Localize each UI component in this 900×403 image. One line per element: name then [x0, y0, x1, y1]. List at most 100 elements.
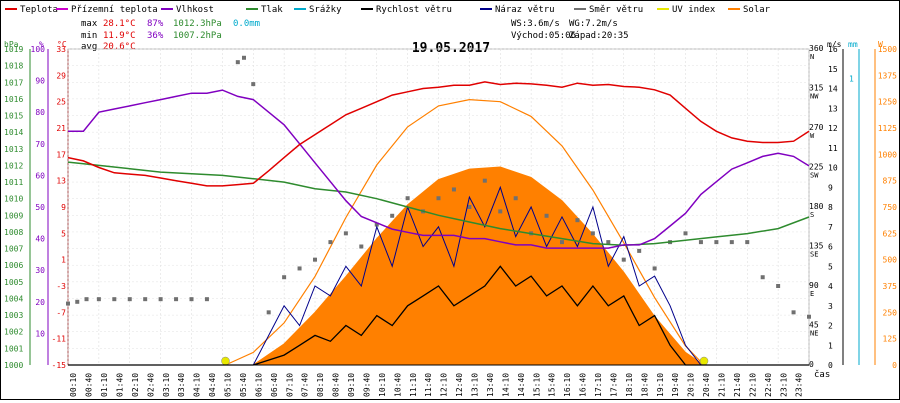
series-wind-dir-point: [683, 231, 688, 236]
series-wind-dir-point: [698, 240, 703, 245]
time-tick: 09:10: [347, 373, 356, 397]
series-wind-dir-point: [451, 187, 456, 192]
hpa-tick: 1016: [4, 95, 23, 104]
time-tick: 19:10: [656, 373, 665, 397]
series-wind-dir-point: [482, 178, 487, 183]
time-tick: 14:10: [501, 373, 510, 397]
stat-min-hum: 36%: [147, 31, 164, 41]
hpa-tick: 1013: [4, 145, 23, 154]
series-wind-dir-point: [436, 196, 441, 201]
time-tick: 22:10: [748, 373, 757, 397]
series-wind-dir-point: [467, 205, 472, 209]
time-tick: 02:10: [131, 373, 140, 397]
w-tick: 1125: [878, 124, 897, 133]
time-tick: 08:40: [332, 373, 341, 397]
hpa-tick: 1002: [4, 328, 23, 337]
w-tick: 500: [883, 256, 898, 265]
time-tick: 01:10: [100, 373, 109, 397]
pct-tick: 90: [35, 77, 45, 86]
hpa-unit: hPa: [4, 40, 19, 49]
hpa-tick: 1009: [4, 211, 23, 220]
time-tick: 23:40: [795, 373, 804, 397]
series-wind-dir-point: [405, 196, 410, 201]
time-tick: 06:40: [270, 373, 279, 397]
hpa-tick: 1018: [4, 62, 23, 71]
series-wind-dir-point: [235, 60, 240, 65]
temp-tick: 1: [61, 256, 66, 265]
ms-tick: 2: [828, 322, 833, 331]
time-tick: 17:10: [594, 373, 603, 397]
pct-unit: %: [39, 40, 44, 49]
w-tick: 1250: [878, 98, 897, 107]
series-temperature-line: [67, 81, 810, 187]
time-tick: 00:40: [85, 373, 94, 397]
temp-tick: -3: [56, 282, 66, 291]
time-tick: 20:10: [687, 373, 696, 397]
ms-tick: 16: [828, 45, 838, 54]
chart-legend: Teplota Přízemní teplota Vlhkost Tlak Srážky…: [5, 5, 771, 15]
pct-tick: 80: [35, 108, 45, 117]
hpa-tick: 1010: [4, 195, 23, 204]
w-tick: 625: [883, 229, 898, 238]
series-humidity-line: [68, 89, 810, 249]
stat-wind-gust: WG:7.2m/s: [569, 19, 618, 29]
time-tick: 11:10: [409, 373, 418, 397]
pct-tick: 40: [35, 235, 45, 244]
temp-tick: 17: [56, 150, 66, 159]
series-wind-dir-point: [189, 297, 194, 302]
ms-tick: 15: [828, 65, 838, 74]
temp-unit: °C: [57, 40, 67, 49]
series-wind-dir-point: [637, 248, 642, 253]
series-wind-dir-point: [158, 297, 163, 302]
legend-label: Teplota: [20, 5, 58, 15]
ms-tick: 3: [828, 302, 833, 311]
time-tick: 22:40: [764, 373, 773, 397]
pct-tick: 10: [35, 329, 45, 338]
series-wind-dir-point: [590, 231, 595, 236]
time-axis-label: čas: [814, 369, 830, 380]
time-tick: 07:10: [285, 373, 294, 397]
w-tick: 750: [883, 203, 898, 212]
dir-tick: 45: [809, 321, 819, 330]
series-speed-line: [68, 265, 809, 366]
time-tick: 13:10: [471, 373, 480, 397]
dir-tick-label: N: [810, 53, 814, 61]
stat-avg-label: avg: [81, 42, 97, 52]
dir-tick: 360: [809, 44, 824, 53]
series-wind-dir-point: [282, 275, 287, 280]
pct-tick: 20: [35, 298, 45, 307]
time-tick: 07:40: [301, 373, 310, 397]
legend-label: Solar: [743, 5, 771, 15]
legend-label: UV index: [672, 5, 716, 15]
ms-tick: 9: [828, 183, 833, 192]
w-tick: 375: [883, 282, 898, 291]
ms-unit: m/s: [827, 40, 842, 49]
time-tick: 15:40: [548, 373, 557, 397]
stat-sunset: Západ:20:35: [569, 31, 629, 41]
uv-sunrise-marker: [221, 356, 230, 366]
w-unit: W: [878, 40, 883, 49]
series-wind-dir-point: [343, 231, 348, 236]
hpa-tick: 1017: [4, 78, 23, 87]
series-wind-dir-point: [606, 240, 611, 245]
pct-tick: 100: [31, 45, 46, 54]
series-wind-dir-point: [266, 310, 271, 315]
series-wind-dir-point: [297, 266, 302, 271]
temp-tick: 13: [56, 177, 66, 186]
hpa-tick: 1004: [4, 294, 23, 303]
series-wind-dir-point: [807, 314, 811, 319]
w-tick: 875: [883, 177, 898, 186]
time-tick: 06:10: [254, 373, 263, 397]
legend-label: Směr větru: [589, 5, 643, 15]
series-wind-dir-point: [313, 257, 317, 262]
dir-tick: 135: [809, 242, 824, 251]
ms-tick: 5: [828, 262, 833, 271]
time-tick: 09:40: [363, 373, 372, 397]
ms-tick: 11: [828, 144, 838, 153]
series-wind-dir-point: [359, 244, 364, 249]
legend-label: Vlhkost: [176, 5, 214, 15]
series-wind-dir-point: [729, 240, 734, 245]
stat-min-temp: 11.9°C: [103, 31, 136, 41]
